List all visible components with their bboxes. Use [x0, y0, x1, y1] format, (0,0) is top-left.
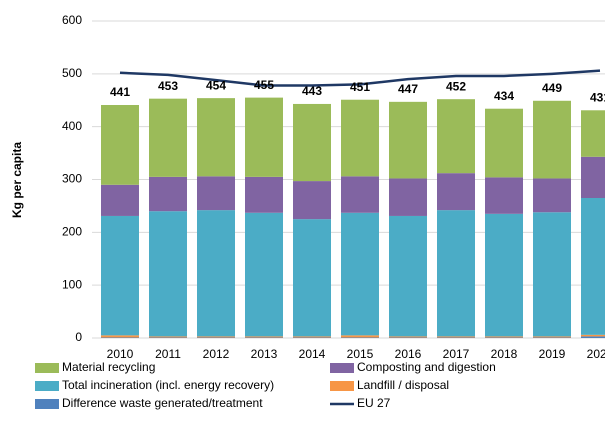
x-tick-label: 2010 [107, 347, 134, 361]
y-tick-label: 300 [62, 172, 82, 186]
legend-label: Total incineration (incl. energy recover… [62, 378, 274, 392]
bar-segment [437, 336, 475, 338]
bar-segment [245, 336, 283, 338]
bar-segment [437, 99, 475, 174]
bar-segment [101, 105, 139, 185]
bar-segment [197, 98, 235, 177]
y-tick-label: 400 [62, 119, 82, 133]
bar-segment [245, 337, 283, 338]
y-tick-label: 600 [62, 13, 82, 27]
x-tick-label: 2016 [395, 347, 422, 361]
bar-segment [533, 100, 571, 179]
bar-segment [581, 110, 605, 157]
bar-segment [341, 335, 379, 338]
total-label: 431 [590, 90, 605, 104]
bar-segment [341, 99, 379, 177]
x-tick-label: 2018 [491, 347, 518, 361]
bar-segment [197, 337, 235, 338]
bar-segment [485, 177, 523, 214]
legend-swatch [35, 363, 59, 373]
x-tick-label: 2012 [203, 347, 230, 361]
x-tick-label: 2011 [155, 347, 181, 361]
total-label: 449 [542, 81, 562, 95]
bar-segment [389, 178, 427, 216]
total-label: 447 [398, 82, 418, 96]
bar-segment [149, 211, 187, 337]
bar-segment [293, 336, 331, 338]
legend-swatch [35, 399, 59, 409]
y-tick-label: 500 [62, 66, 82, 80]
x-tick-label: 2020 [587, 347, 605, 361]
bar-segment [197, 176, 235, 211]
bar-segment [581, 336, 605, 338]
x-tick-label: 2017 [443, 347, 470, 361]
bar-segment [293, 103, 331, 182]
bar-segment [389, 336, 427, 338]
bar-segment [341, 337, 379, 338]
bar-segment [341, 212, 379, 336]
bar-segment [245, 97, 283, 177]
bar-segment [437, 173, 475, 211]
bar-segment [485, 213, 523, 337]
total-label: 453 [158, 79, 178, 93]
y-tick-label: 200 [62, 225, 82, 239]
total-label: 455 [254, 78, 274, 92]
bar-segment [197, 210, 235, 337]
bar-segment [485, 108, 523, 178]
total-label: 452 [446, 79, 466, 93]
bar-segment [581, 156, 605, 198]
y-axis-label: Kg per capita [10, 142, 24, 218]
legend-swatch [330, 363, 354, 373]
bar-segment [149, 337, 187, 338]
bar-segment [293, 181, 331, 220]
bar-segment [149, 98, 187, 177]
legend-label: Landfill / disposal [357, 378, 449, 392]
line [119, 69, 601, 87]
legend-label: EU 27 [357, 396, 391, 410]
x-tick-label: 2014 [299, 347, 326, 361]
bar-segment [389, 101, 427, 179]
bar-segment [101, 335, 139, 338]
bar-segment [149, 176, 187, 212]
bar-segment [245, 212, 283, 337]
bar-segment [437, 337, 475, 338]
bar-segment [533, 212, 571, 337]
total-label: 451 [350, 80, 370, 94]
bar-segment [389, 215, 427, 337]
x-tick-label: 2019 [539, 347, 566, 361]
x-tick-label: 2015 [347, 347, 374, 361]
bar-segment [101, 184, 139, 216]
bar-segment [149, 336, 187, 338]
legend-label: Difference waste generated/treatment [62, 396, 263, 410]
bar-segment [101, 215, 139, 336]
bar-segment [533, 337, 571, 338]
bar-segment [293, 337, 331, 338]
bar-segment [101, 337, 139, 338]
bar-segment [437, 210, 475, 337]
legend-swatch [35, 381, 59, 391]
legend-label: Composting and digestion [357, 360, 496, 374]
total-label: 434 [494, 89, 514, 103]
bar-segment [293, 219, 331, 337]
bar-segment [533, 336, 571, 338]
y-tick-label: 0 [75, 330, 82, 344]
bar-segment [581, 334, 605, 337]
bar-segment [533, 178, 571, 213]
bar-segment [485, 336, 523, 338]
x-tick-label: 2013 [251, 347, 278, 361]
total-label: 454 [206, 78, 226, 92]
bar-segment [341, 176, 379, 213]
bar-segment [389, 337, 427, 338]
bar-segment [245, 176, 283, 213]
legend-swatch [330, 381, 354, 391]
bar-segment [485, 337, 523, 338]
bar-segment [197, 336, 235, 338]
legend-label: Material recycling [62, 360, 155, 374]
y-tick-label: 100 [62, 277, 82, 291]
total-label: 441 [110, 85, 130, 99]
total-label: 443 [302, 84, 322, 98]
bar-segment [581, 197, 605, 335]
